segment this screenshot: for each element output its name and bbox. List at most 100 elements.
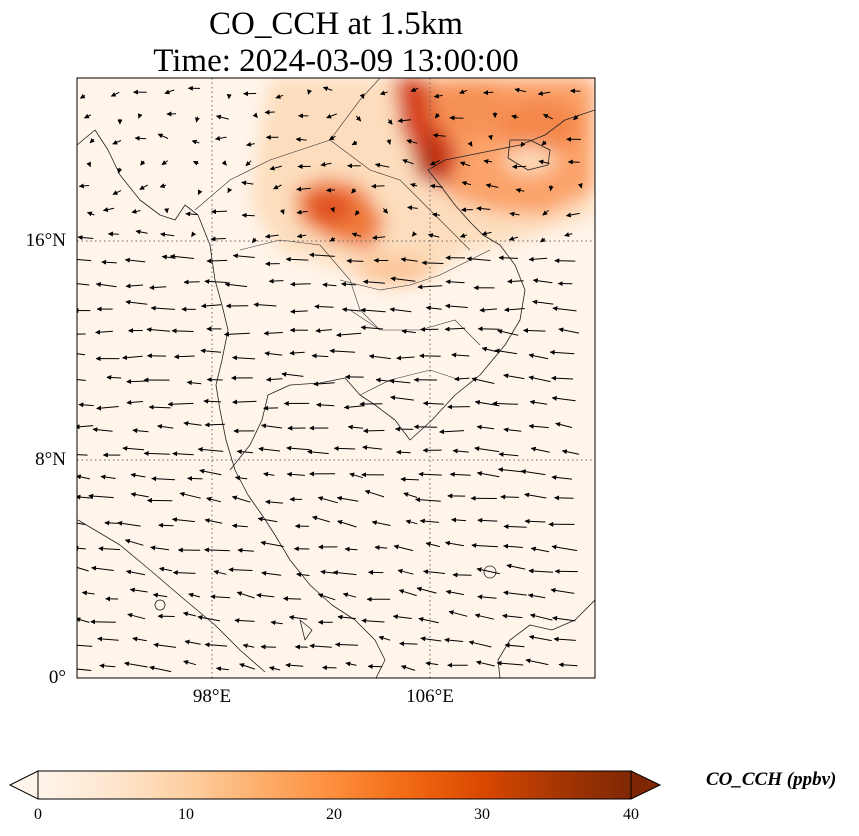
- wind-arrow: [359, 93, 365, 99]
- wind-arrow: [100, 474, 116, 480]
- wind-arrow: [551, 375, 574, 381]
- wind-arrow: [530, 546, 550, 553]
- wind-arrow: [445, 303, 468, 309]
- wind-arrow: [164, 208, 169, 214]
- wind-arrow: [264, 351, 283, 357]
- wind-arrow: [124, 257, 146, 263]
- wind-arrow: [565, 212, 580, 218]
- wind-arrow: [402, 159, 414, 165]
- wind-arrow: [172, 570, 196, 576]
- wind-arrow: [334, 642, 359, 648]
- colorbar: [8, 770, 662, 800]
- wind-arrow: [500, 494, 520, 500]
- wind-arrow: [459, 89, 468, 94]
- wind-arrow: [396, 449, 411, 455]
- wind-arrow: [95, 282, 117, 288]
- wind-arrow: [379, 90, 388, 96]
- lat-tick-16n: 16°N: [25, 230, 66, 251]
- wind-arrow: [288, 615, 308, 620]
- wind-arrow: [157, 424, 174, 429]
- wind-arrow: [101, 259, 117, 265]
- wind-arrow: [445, 589, 464, 596]
- wind-arrow: [362, 444, 383, 450]
- wind-arrow: [375, 377, 390, 383]
- wind-arrow: [257, 516, 278, 523]
- wind-arrow: [232, 399, 257, 405]
- wind-arrow: [112, 139, 122, 145]
- wind-arrow: [504, 307, 525, 313]
- lat-tick-8n: 8°N: [35, 449, 66, 470]
- wind-arrow: [554, 258, 576, 264]
- wind-arrow: [309, 643, 332, 649]
- wind-arrow: [401, 328, 416, 334]
- wind-arrow: [479, 307, 497, 313]
- wind-arrow: [351, 140, 358, 146]
- wind-arrow: [520, 141, 526, 148]
- wind-arrow: [236, 591, 255, 599]
- wind-arrow: [374, 545, 388, 551]
- wind-arrow: [528, 375, 551, 383]
- wind-arrow: [497, 329, 519, 336]
- wind-arrow: [77, 235, 94, 241]
- wind-arrow: [204, 518, 223, 524]
- wind-arrow: [79, 93, 86, 99]
- wind-arrow: [126, 569, 146, 576]
- wind-arrow: [206, 258, 228, 264]
- wind-arrow: [449, 471, 471, 477]
- wind-arrow: [149, 665, 172, 673]
- wind-arrow: [95, 329, 113, 335]
- wind-arrow: [77, 566, 89, 572]
- wind-arrow: [445, 279, 465, 285]
- wind-arrow: [253, 302, 277, 308]
- wind-arrow: [403, 492, 418, 498]
- wind-arrow: [182, 611, 197, 617]
- wind-arrow: [289, 350, 305, 356]
- wind-arrow: [204, 422, 225, 428]
- wind-arrow: [194, 116, 200, 123]
- wind-arrow: [400, 476, 420, 482]
- wind-arrow: [444, 540, 464, 547]
- wind-arrow: [153, 642, 176, 648]
- wind-arrow: [241, 180, 254, 186]
- wind-arrow: [415, 497, 441, 503]
- wind-arrow: [97, 636, 119, 642]
- wind-arrow: [485, 183, 499, 189]
- wind-arrow: [150, 305, 175, 311]
- wind-arrow: [422, 400, 444, 406]
- wind-arrow: [135, 229, 148, 235]
- wind-arrow: [164, 89, 175, 95]
- wind-arrow: [312, 515, 330, 523]
- wind-arrow: [477, 517, 498, 523]
- wind-arrow: [294, 644, 308, 650]
- wind-arrow: [151, 476, 176, 482]
- wind-arrow: [290, 281, 311, 287]
- wind-arrow: [432, 212, 441, 218]
- wind-arrow: [397, 568, 414, 575]
- wind-arrow: [197, 615, 221, 622]
- wind-arrow: [251, 237, 258, 244]
- wind-arrow: [260, 540, 284, 547]
- wind-arrow: [364, 489, 385, 498]
- wind-arrow: [474, 613, 495, 620]
- wind-arrow: [77, 545, 86, 551]
- wind-vectors: [77, 85, 583, 673]
- wind-arrow: [427, 233, 440, 238]
- wind-arrow: [91, 565, 114, 571]
- wind-arrow: [246, 141, 255, 147]
- wind-arrow: [307, 89, 312, 95]
- wind-arrow: [555, 422, 573, 428]
- wind-arrow: [317, 593, 336, 601]
- wind-arrow: [316, 402, 335, 408]
- wind-arrow: [476, 206, 491, 212]
- wind-arrow: [390, 395, 414, 401]
- wind-arrow: [281, 371, 304, 377]
- wind-arrow: [200, 348, 222, 354]
- wind-arrow: [444, 637, 464, 643]
- wind-arrow: [296, 209, 308, 215]
- wind-arrow: [529, 613, 553, 621]
- wind-arrow: [161, 160, 168, 166]
- wind-arrow: [378, 635, 391, 641]
- wind-arrow: [245, 160, 252, 167]
- wind-arrow: [89, 137, 95, 144]
